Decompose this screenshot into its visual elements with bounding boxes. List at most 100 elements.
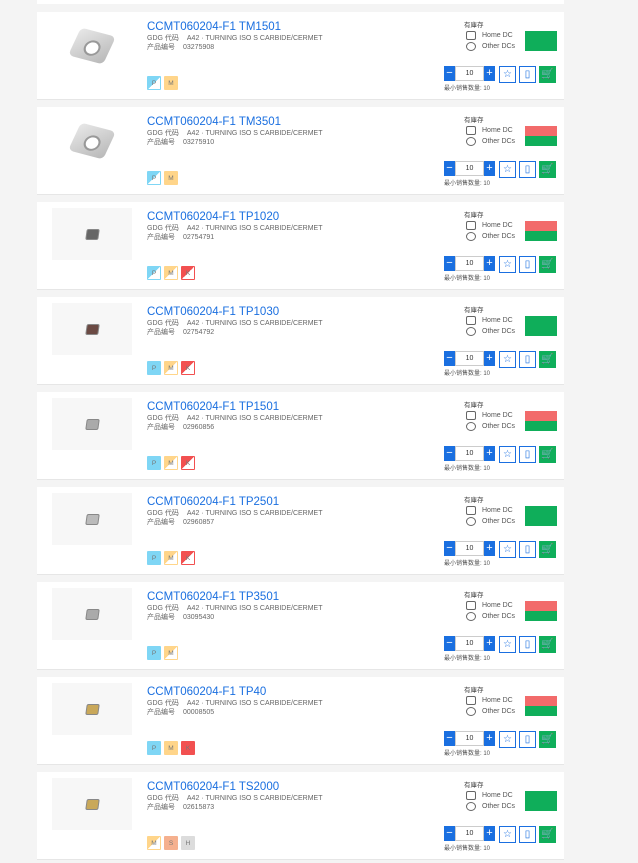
- add-to-cart-button[interactable]: 🛒: [539, 66, 556, 83]
- favorite-button[interactable]: ☆: [499, 541, 516, 558]
- datasheet-button[interactable]: ▯: [519, 161, 536, 178]
- product-image[interactable]: [52, 208, 132, 260]
- star-icon: ☆: [503, 354, 512, 365]
- favorite-button[interactable]: ☆: [499, 636, 516, 653]
- favorite-button[interactable]: ☆: [499, 351, 516, 368]
- quantity-stepper: −10 +: [444, 446, 495, 461]
- increase-button[interactable]: +: [484, 826, 495, 841]
- product-title-link[interactable]: CCMT060204-F1 TP1020: [147, 211, 280, 223]
- home-dc-label: Home DC: [482, 317, 513, 324]
- increase-button[interactable]: +: [484, 541, 495, 556]
- add-to-cart-button[interactable]: 🛒: [539, 541, 556, 558]
- quantity-input[interactable]: 10: [455, 826, 484, 841]
- datasheet-button[interactable]: ▯: [519, 731, 536, 748]
- product-title-link[interactable]: CCMT060204-F1 TP3501: [147, 591, 280, 603]
- increase-button[interactable]: +: [484, 731, 495, 746]
- favorite-button[interactable]: ☆: [499, 66, 516, 83]
- product-image[interactable]: [52, 16, 132, 76]
- stock-indicator: [525, 506, 557, 526]
- datasheet-button[interactable]: ▯: [519, 446, 536, 463]
- datasheet-button[interactable]: ▯: [519, 826, 536, 843]
- star-icon: ☆: [503, 259, 512, 270]
- quantity-input[interactable]: 10: [455, 256, 484, 271]
- decrease-button[interactable]: −: [444, 826, 455, 841]
- document-icon: ▯: [524, 259, 531, 270]
- material-badge: P: [147, 741, 161, 755]
- datasheet-button[interactable]: ▯: [519, 256, 536, 273]
- favorite-button[interactable]: ☆: [499, 256, 516, 273]
- quantity-input[interactable]: 10: [455, 66, 484, 81]
- material-badge: M: [147, 836, 161, 850]
- product-title-link[interactable]: CCMT060204-F1 TM1501: [147, 21, 282, 33]
- datasheet-button[interactable]: ▯: [519, 636, 536, 653]
- home-dc-label: Home DC: [482, 697, 513, 704]
- product-image[interactable]: [52, 111, 132, 171]
- decrease-button[interactable]: −: [444, 731, 455, 746]
- cart-icon: 🛒: [541, 639, 554, 650]
- home-dc-icon: [466, 601, 476, 610]
- product-card: CCMT060204-F1 TP40 GDG 代码 A42 · TURNING I…: [37, 677, 564, 765]
- add-to-cart-button[interactable]: 🛒: [539, 826, 556, 843]
- decrease-button[interactable]: −: [444, 541, 455, 556]
- quantity-input[interactable]: 10: [455, 636, 484, 651]
- decrease-button[interactable]: −: [444, 446, 455, 461]
- product-image[interactable]: [52, 778, 132, 830]
- quantity-stepper: −10 +: [444, 351, 495, 366]
- product-title-link[interactable]: CCMT060204-F1 TP1501: [147, 401, 280, 413]
- product-title-link[interactable]: CCMT060204-F1 TS2000: [147, 781, 280, 793]
- cart-icon: 🛒: [541, 829, 554, 840]
- quantity-input[interactable]: 10: [455, 446, 484, 461]
- gdg-label: GDG 代码: [147, 415, 179, 422]
- product-image[interactable]: [52, 303, 132, 355]
- decrease-button[interactable]: −: [444, 161, 455, 176]
- increase-button[interactable]: +: [484, 161, 495, 176]
- decrease-button[interactable]: −: [444, 351, 455, 366]
- gdg-label: GDG 代码: [147, 700, 179, 707]
- product-image[interactable]: [52, 398, 132, 450]
- increase-button[interactable]: +: [484, 636, 495, 651]
- increase-button[interactable]: +: [484, 66, 495, 81]
- increase-button[interactable]: +: [484, 351, 495, 366]
- favorite-button[interactable]: ☆: [499, 731, 516, 748]
- quantity-input[interactable]: 10: [455, 731, 484, 746]
- material-badge: M: [164, 171, 178, 185]
- product-number: 03275908: [183, 44, 215, 51]
- add-to-cart-button[interactable]: 🛒: [539, 161, 556, 178]
- gdg-value: A42 · TURNING ISO S CARBIDE/CERMET: [186, 795, 323, 802]
- home-dc-label: Home DC: [482, 507, 513, 514]
- increase-button[interactable]: +: [484, 446, 495, 461]
- material-badge: K: [181, 266, 195, 280]
- quantity-input[interactable]: 10: [455, 351, 484, 366]
- product-image[interactable]: [52, 493, 132, 545]
- decrease-button[interactable]: −: [444, 256, 455, 271]
- datasheet-button[interactable]: ▯: [519, 351, 536, 368]
- product-title-link[interactable]: CCMT060204-F1 TM3501: [147, 116, 282, 128]
- datasheet-button[interactable]: ▯: [519, 66, 536, 83]
- favorite-button[interactable]: ☆: [499, 161, 516, 178]
- cart-icon: 🛒: [541, 449, 554, 460]
- product-title-link[interactable]: CCMT060204-F1 TP1030: [147, 306, 280, 318]
- add-to-cart-button[interactable]: 🛒: [539, 256, 556, 273]
- gdg-label: GDG 代码: [147, 795, 179, 802]
- product-number-label: 产品编号: [147, 424, 175, 431]
- quantity-input[interactable]: 10: [455, 161, 484, 176]
- decrease-button[interactable]: −: [444, 66, 455, 81]
- favorite-button[interactable]: ☆: [499, 826, 516, 843]
- add-to-cart-button[interactable]: 🛒: [539, 351, 556, 368]
- product-title-link[interactable]: CCMT060204-F1 TP2501: [147, 496, 280, 508]
- datasheet-button[interactable]: ▯: [519, 541, 536, 558]
- product-card: CCMT060204-F1 TP2501 GDG 代码 A42 · TURNING…: [37, 487, 564, 575]
- quantity-input[interactable]: 10: [455, 541, 484, 556]
- add-to-cart-button[interactable]: 🛒: [539, 636, 556, 653]
- add-to-cart-button[interactable]: 🛒: [539, 446, 556, 463]
- product-title-link[interactable]: CCMT060204-F1 TP40: [147, 686, 267, 698]
- decrease-button[interactable]: −: [444, 636, 455, 651]
- add-to-cart-button[interactable]: 🛒: [539, 731, 556, 748]
- other-dcs-label: Other DCs: [482, 613, 516, 620]
- product-image[interactable]: [52, 588, 132, 640]
- other-dcs-icon: [466, 137, 476, 146]
- stock-indicator: [525, 316, 557, 336]
- increase-button[interactable]: +: [484, 256, 495, 271]
- favorite-button[interactable]: ☆: [499, 446, 516, 463]
- product-image[interactable]: [52, 683, 132, 735]
